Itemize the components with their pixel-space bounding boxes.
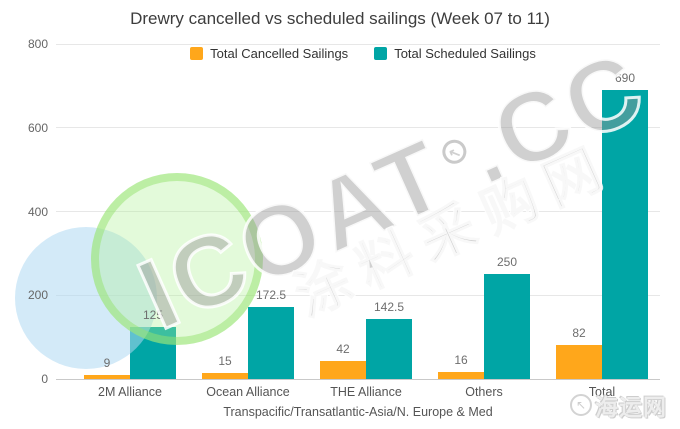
chart-title: Drewry cancelled vs scheduled sailings (… xyxy=(130,9,550,28)
legend: Total Cancelled Sailings Total Scheduled… xyxy=(0,46,680,61)
legend-label-cancelled: Total Cancelled Sailings xyxy=(210,46,349,61)
value-label-scheduled-Others: 250 xyxy=(496,255,518,270)
gridline-400 xyxy=(56,211,660,212)
y-axis-tick-0: 0 xyxy=(41,372,48,386)
scheduled-swatch-icon xyxy=(374,47,388,60)
legend-label-scheduled: Total Scheduled Sailings xyxy=(394,46,536,61)
plot-area: Transpacific/Transatlantic-Asia/N. Europ… xyxy=(28,37,660,419)
x-category-label-Others: Others xyxy=(465,385,503,399)
x-category-label-Ocean Alliance: Ocean Alliance xyxy=(206,385,290,399)
y-axis-tick-600: 600 xyxy=(27,120,48,135)
bar-scheduled-THE Alliance xyxy=(366,319,412,379)
bar-cancelled-2M Alliance xyxy=(84,375,130,379)
cancelled-swatch-icon xyxy=(190,47,204,60)
site-badge-logo-icon: ↖ xyxy=(570,394,592,416)
bar-scheduled-Ocean Alliance xyxy=(248,306,294,379)
watermark-green-circle xyxy=(91,173,263,345)
gridline-600 xyxy=(56,127,660,129)
value-label-cancelled-Total: 82 xyxy=(572,325,586,340)
bar-cancelled-Ocean Alliance xyxy=(202,372,248,379)
value-label-scheduled-Ocean Alliance: 172.5 xyxy=(255,287,287,302)
value-label-cancelled-2M Alliance: 9 xyxy=(103,356,111,371)
value-label-cancelled-Others: 16 xyxy=(454,353,468,368)
x-category-label-Total: Total xyxy=(588,385,616,399)
y-axis-tick-400: 400 xyxy=(27,204,48,219)
value-label-scheduled-2M Alliance: 125 xyxy=(142,307,164,322)
site-badge: ↖ 海运网 xyxy=(570,388,667,422)
x-category-label-2M Alliance: 2M Alliance xyxy=(98,385,162,399)
gridline-0 xyxy=(56,378,660,380)
x-axis-title: Transpacific/Transatlantic-Asia/N. Europ… xyxy=(223,405,493,419)
value-label-scheduled-Total: 690 xyxy=(614,71,636,86)
y-axis-tick-200: 200 xyxy=(27,288,48,303)
value-label-cancelled-Ocean Alliance: 15 xyxy=(218,353,232,368)
site-badge-text: 海运网 xyxy=(595,394,667,420)
value-label-cancelled-THE Alliance: 42 xyxy=(336,342,350,357)
bar-scheduled-Total xyxy=(602,90,648,379)
y-axis-tick-800: 800 xyxy=(27,37,48,51)
bar-cancelled-THE Alliance xyxy=(320,361,366,379)
legend-item-cancelled[interactable]: Total Cancelled Sailings xyxy=(190,46,348,61)
gridline-800 xyxy=(56,43,660,45)
legend-item-scheduled[interactable]: Total Scheduled Sailings xyxy=(374,46,536,61)
bar-scheduled-Others xyxy=(484,274,530,379)
x-category-label-THE Alliance: THE Alliance xyxy=(330,385,402,399)
gridline-200 xyxy=(56,294,660,296)
bar-cancelled-Total xyxy=(556,344,602,379)
value-label-scheduled-THE Alliance: 142.5 xyxy=(373,300,405,315)
bar-cancelled-Others xyxy=(438,372,484,379)
